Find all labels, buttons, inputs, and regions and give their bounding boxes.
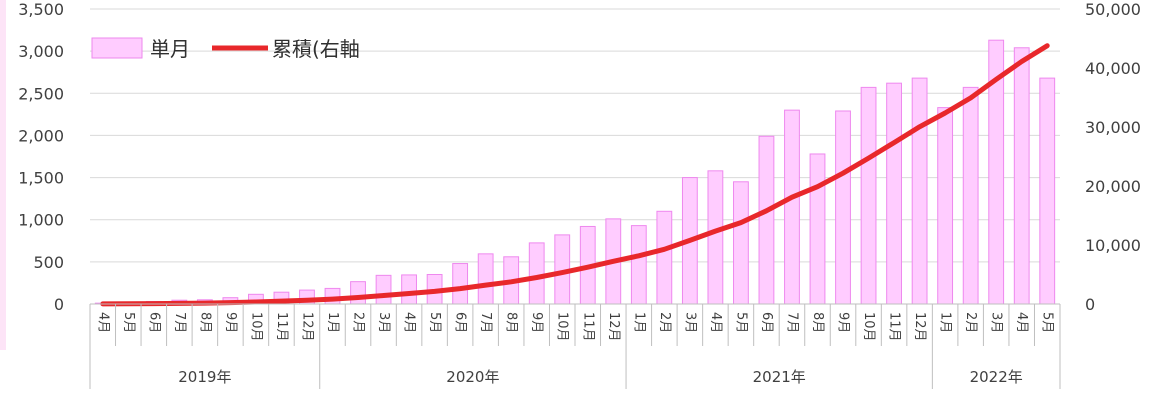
bar xyxy=(758,135,775,305)
y-right-tick-label: 30,000 xyxy=(1085,118,1141,137)
x-month-label: 5月 xyxy=(1040,312,1055,333)
bar xyxy=(962,86,979,305)
bar xyxy=(809,153,826,305)
x-month-label: 10月 xyxy=(861,312,876,342)
x-month-label: 1月 xyxy=(325,312,340,333)
x-month-label: 8月 xyxy=(197,312,212,333)
y-left-tick-label: 500 xyxy=(33,253,64,272)
y-left-tick-label: 1,000 xyxy=(18,211,64,230)
x-month-label: 10月 xyxy=(555,312,570,342)
bar xyxy=(733,181,749,305)
y-right-tick-label: 10,000 xyxy=(1085,236,1141,255)
bar xyxy=(1039,77,1056,305)
x-month-label: 8月 xyxy=(504,312,519,333)
x-month-label: 10月 xyxy=(248,312,263,342)
x-month-label: 12月 xyxy=(299,312,314,342)
x-year-label: 2021年 xyxy=(753,368,806,386)
x-month-label: 6月 xyxy=(146,312,161,333)
page-edge-accent xyxy=(0,0,6,350)
x-month-label: 4月 xyxy=(1014,312,1029,333)
legend-bar-swatch xyxy=(91,37,143,59)
x-month-label: 11月 xyxy=(580,312,595,342)
x-month-label: 5月 xyxy=(427,312,442,333)
bar xyxy=(1013,47,1030,305)
bar xyxy=(911,77,928,305)
bar xyxy=(375,274,392,305)
x-month-label: 5月 xyxy=(733,312,748,333)
x-year-label: 2022年 xyxy=(970,368,1023,386)
x-month-label: 3月 xyxy=(989,312,1004,333)
bar xyxy=(350,281,366,305)
y-left-tick-label: 2,500 xyxy=(18,84,64,103)
y-right-tick-label: 0 xyxy=(1085,295,1095,314)
x-year-label: 2020年 xyxy=(446,368,499,386)
bar xyxy=(452,263,469,305)
x-month-label: 2月 xyxy=(963,312,978,333)
x-month-label: 12月 xyxy=(912,312,927,342)
bar xyxy=(886,82,902,305)
x-month-label: 6月 xyxy=(759,312,774,333)
x-month-label: 12月 xyxy=(606,312,621,342)
x-month-label: 7月 xyxy=(784,312,799,333)
x-year-label: 2019年 xyxy=(178,368,231,386)
y-right-tick-label: 50,000 xyxy=(1085,0,1141,19)
bar xyxy=(860,86,877,305)
x-month-label: 2月 xyxy=(657,312,672,333)
bar xyxy=(401,274,417,305)
bar xyxy=(937,107,954,305)
bar xyxy=(528,242,545,305)
bar xyxy=(835,110,851,305)
bar xyxy=(630,225,647,305)
x-month-label: 9月 xyxy=(529,312,544,333)
x-month-label: 9月 xyxy=(836,312,851,333)
x-month-label: 4月 xyxy=(708,312,723,333)
x-month-label: 1月 xyxy=(938,312,953,333)
bar xyxy=(656,210,673,305)
y-left-tick-label: 1,500 xyxy=(18,169,64,188)
x-month-label: 3月 xyxy=(376,312,391,333)
y-left-tick-label: 0 xyxy=(54,295,64,314)
x-month-label: 8月 xyxy=(810,312,825,333)
bar xyxy=(707,170,724,305)
x-month-label: 3月 xyxy=(682,312,697,333)
x-month-label: 7月 xyxy=(478,312,493,333)
bar xyxy=(477,253,494,305)
cumulative-line xyxy=(100,43,1050,307)
y-left-tick-label: 3,000 xyxy=(18,42,64,61)
legend-label-monthly: 単月 xyxy=(150,37,190,61)
y-left-tick-label: 2,000 xyxy=(18,126,64,145)
x-month-label: 11月 xyxy=(274,312,289,342)
y-right-tick-label: 40,000 xyxy=(1085,59,1141,78)
x-month-label: 5月 xyxy=(121,312,136,333)
x-month-label: 2月 xyxy=(351,312,366,333)
x-month-label: 4月 xyxy=(402,312,417,333)
y-left-tick-label: 3,500 xyxy=(18,0,64,19)
x-month-label: 9月 xyxy=(223,312,238,333)
x-month-label: 4月 xyxy=(95,312,110,333)
x-month-label: 6月 xyxy=(453,312,468,333)
x-month-label: 7月 xyxy=(172,312,187,333)
bar xyxy=(784,109,800,305)
x-month-label: 1月 xyxy=(631,312,646,333)
legend-label-cumulative: 累積(右軸 xyxy=(272,37,360,61)
y-right-tick-label: 20,000 xyxy=(1085,177,1141,196)
x-month-label: 11月 xyxy=(887,312,902,342)
